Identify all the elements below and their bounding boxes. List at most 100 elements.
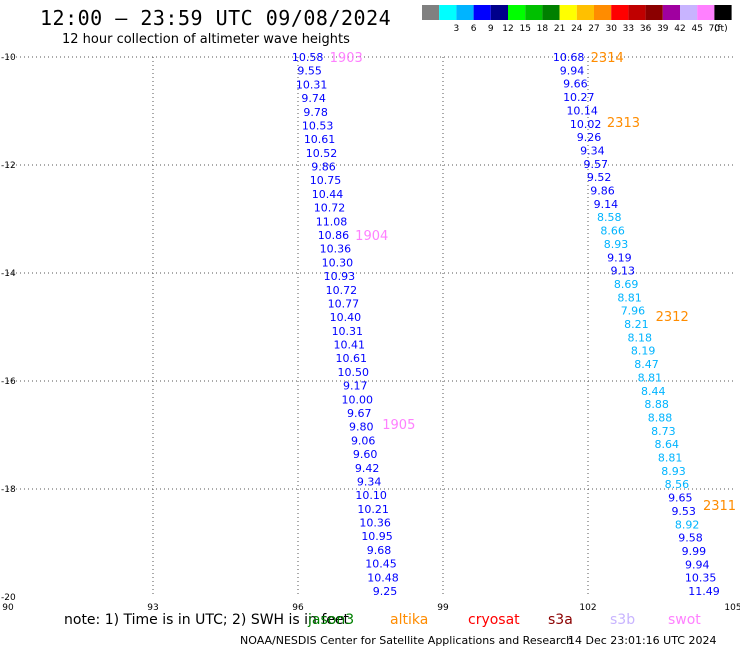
- legend-tick-label: 3: [454, 24, 460, 34]
- east-track-wave-value: 8.81: [638, 371, 663, 384]
- east-track-wave-value: 10.02: [570, 118, 602, 131]
- east-track-pass-time: 2313: [607, 116, 640, 131]
- legend-tick-label: 30: [605, 24, 617, 34]
- east-track-wave-value: 9.52: [587, 171, 612, 184]
- west-track-wave-value: 10.95: [361, 530, 393, 543]
- satellite-name-jason3: jason3: [308, 612, 355, 628]
- west-track-wave-value: 10.52: [306, 147, 338, 160]
- west-track-wave-value: 10.36: [320, 243, 352, 256]
- east-track-wave-value: 10.14: [566, 104, 598, 117]
- legend-tick-label: 15: [519, 24, 530, 34]
- west-track-wave-value: 10.53: [302, 119, 334, 132]
- west-track-wave-value: 10.77: [328, 297, 360, 310]
- west-track-wave-value: 9.74: [301, 92, 326, 105]
- west-track-wave-value: 9.42: [355, 462, 380, 475]
- lon-tick-label: 105: [724, 603, 740, 610]
- legend-swatch: [662, 5, 680, 20]
- east-track-wave-value: 8.73: [651, 425, 676, 438]
- west-track-wave-value: 9.17: [343, 380, 368, 393]
- lat-tick-label: -16: [1, 377, 16, 387]
- west-track-wave-value: 10.48: [367, 571, 399, 584]
- west-track-wave-value: 10.31: [296, 78, 328, 91]
- page-subtitle: 12 hour collection of altimeter wave hei…: [62, 32, 350, 47]
- west-track-wave-value: 9.68: [367, 544, 392, 557]
- legend-tick-label: 45: [691, 24, 702, 34]
- legend-swatch: [439, 5, 457, 20]
- west-track-wave-value: 10.30: [322, 256, 354, 269]
- east-track-wave-value: 8.19: [631, 345, 656, 358]
- east-track-wave-value: 9.19: [607, 251, 632, 264]
- east-track-wave-value: 8.58: [597, 211, 622, 224]
- lat-tick-label: -12: [1, 161, 16, 171]
- east-track-wave-value: 9.14: [594, 198, 619, 211]
- legend-tick-label: 33: [623, 24, 634, 34]
- credit-text: NOAA/NESDIS Center for Satellite Applica…: [240, 634, 574, 647]
- east-track-pass-time: 2311: [703, 499, 736, 514]
- east-track-wave-value: 9.66: [563, 78, 588, 91]
- generated-timestamp: 14 Dec 23:01:16 UTC 2024: [568, 634, 717, 647]
- east-track-wave-value: 8.93: [604, 238, 629, 251]
- legend-swatch: [508, 5, 526, 20]
- east-track-wave-value: 8.81: [617, 291, 642, 304]
- east-track-wave-value: 9.94: [560, 64, 585, 77]
- west-track-wave-value: 10.61: [304, 133, 336, 146]
- legend-tick-label: 18: [537, 24, 549, 34]
- east-track-wave-value: 9.34: [580, 144, 605, 157]
- color-legend: 3 6 9 12 15 18 21 24 27 30 33 36 39 42 45 70(ft): [422, 5, 732, 34]
- east-track-wave-value: 9.65: [668, 492, 693, 505]
- west-track-wave-value: 10.36: [359, 517, 391, 530]
- legend-swatch: [422, 5, 440, 20]
- east-track-wave-value: 8.64: [655, 438, 680, 451]
- west-track-wave-value: 9.06: [351, 434, 376, 447]
- east-track-wave-value: 9.94: [685, 558, 710, 571]
- east-track-wave-value: 8.44: [641, 385, 666, 398]
- satellite-name-cryosat: cryosat: [468, 612, 520, 628]
- lon-tick-label: 102: [579, 603, 596, 610]
- satellite-name-swot: swot: [668, 612, 701, 628]
- east-track-wave-value: 9.26: [577, 131, 602, 144]
- legend-tick-label: 12: [502, 24, 513, 34]
- west-track-wave-value: 9.78: [303, 106, 328, 119]
- legend-swatch: [542, 5, 560, 20]
- east-track-wave-value: 10.35: [685, 572, 717, 585]
- east-track-wave-value: 8.81: [658, 452, 683, 465]
- west-track-wave-value: 10.75: [310, 174, 342, 187]
- lat-tick-label: -10: [1, 53, 16, 63]
- legend-tick-label: 6: [471, 24, 477, 34]
- legend-swatch: [576, 5, 594, 20]
- east-track-wave-value: 8.18: [627, 331, 652, 344]
- west-track-wave-value: 10.45: [365, 558, 397, 571]
- legend-tick-label: 42: [674, 24, 685, 34]
- lon-tick-label: 93: [147, 603, 158, 610]
- satellite-name-s3b: s3b: [610, 612, 636, 628]
- west-track-wave-value: 9.55: [297, 65, 322, 78]
- legend-tick-label: 9: [488, 24, 494, 34]
- legend-swatch: [628, 5, 646, 20]
- east-track-wave-value: 9.13: [611, 265, 636, 278]
- west-track-wave-value: 10.44: [312, 188, 344, 201]
- legend-swatch: [645, 5, 663, 20]
- west-track-wave-value: 10.50: [338, 366, 370, 379]
- west-track-wave-value: 10.58: [292, 51, 324, 64]
- lon-tick-label: 99: [437, 603, 449, 610]
- west-track-pass-time: 1905: [382, 418, 415, 433]
- east-track-wave-value: 8.88: [648, 411, 673, 424]
- west-track-wave-value: 10.72: [326, 284, 358, 297]
- east-track-wave-value: 8.93: [661, 465, 686, 478]
- west-track-wave-value: 10.93: [324, 270, 356, 283]
- east-track-pass-time: 2312: [656, 310, 689, 325]
- west-track-pass-time: 1903: [330, 51, 363, 66]
- legend-swatch: [697, 5, 715, 20]
- satellite-name-altika: altika: [390, 612, 429, 628]
- legend-swatch: [714, 5, 732, 20]
- west-track-wave-value: 10.72: [314, 202, 346, 215]
- east-track-wave-value: 8.21: [624, 318, 649, 331]
- east-track-wave-value: 9.99: [682, 545, 707, 558]
- west-track-wave-value: 10.86: [318, 229, 350, 242]
- wave-height-map: 90 93 96 99 102 105-10-12-14-16-18-2010.589.5…: [1, 51, 740, 610]
- page-title: 12:00 – 23:59 UTC 09/08/2024: [40, 6, 392, 30]
- east-track-wave-value: 7.96: [621, 305, 646, 318]
- west-track-wave-value: 9.67: [347, 407, 372, 420]
- west-track-wave-value: 9.80: [349, 421, 374, 434]
- west-track-wave-value: 10.00: [341, 393, 373, 406]
